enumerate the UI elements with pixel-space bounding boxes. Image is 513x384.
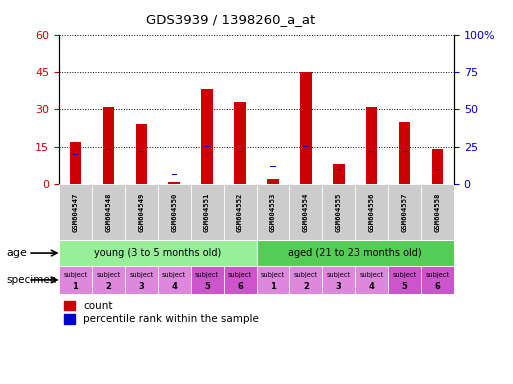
Bar (388, 184, 421, 240)
Bar (172, 174, 177, 175)
Bar (135, 124, 147, 184)
Bar (70, 142, 81, 184)
Text: 3: 3 (336, 282, 342, 291)
Bar (289, 184, 322, 240)
Text: GSM604554: GSM604554 (303, 192, 309, 232)
Bar (435, 169, 440, 170)
Text: GSM604552: GSM604552 (237, 192, 243, 232)
Text: 4: 4 (171, 282, 177, 291)
Text: 2: 2 (303, 282, 309, 291)
Bar (125, 266, 158, 294)
Bar (388, 266, 421, 294)
Bar (158, 266, 191, 294)
Text: GSM604555: GSM604555 (336, 192, 342, 232)
Text: GSM604547: GSM604547 (72, 192, 78, 232)
Text: subject: subject (129, 272, 153, 278)
Bar (270, 166, 275, 167)
Bar (421, 266, 454, 294)
Bar (300, 72, 311, 184)
Bar (205, 146, 210, 147)
Bar (267, 179, 279, 184)
Text: aged (21 to 23 months old): aged (21 to 23 months old) (288, 248, 422, 258)
Text: 1: 1 (72, 282, 78, 291)
Bar (289, 266, 322, 294)
Text: 1: 1 (270, 282, 276, 291)
Text: 3: 3 (139, 282, 144, 291)
Bar (234, 102, 246, 184)
Bar (336, 169, 341, 170)
Text: GSM604556: GSM604556 (369, 192, 374, 232)
Legend: count, percentile rank within the sample: count, percentile rank within the sample (64, 301, 259, 324)
Bar (224, 266, 256, 294)
Bar (139, 151, 144, 152)
Text: subject: subject (327, 272, 351, 278)
Text: 4: 4 (369, 282, 374, 291)
Bar (333, 164, 345, 184)
Bar (402, 151, 407, 152)
Text: GDS3939 / 1398260_a_at: GDS3939 / 1398260_a_at (146, 13, 315, 26)
Text: GSM604553: GSM604553 (270, 192, 276, 232)
Text: GSM604550: GSM604550 (171, 192, 177, 232)
Text: subject: subject (195, 272, 219, 278)
Bar (322, 184, 355, 240)
Text: subject: subject (162, 272, 186, 278)
Text: young (3 to 5 months old): young (3 to 5 months old) (94, 248, 222, 258)
Bar (158, 184, 191, 240)
Text: GSM604551: GSM604551 (204, 192, 210, 232)
Text: 5: 5 (402, 282, 407, 291)
Bar (238, 151, 243, 152)
Bar (191, 184, 224, 240)
Text: subject: subject (360, 272, 384, 278)
Text: age: age (6, 248, 27, 258)
Text: 6: 6 (237, 282, 243, 291)
Bar (322, 266, 355, 294)
Bar (303, 146, 308, 147)
Bar (125, 184, 158, 240)
Bar (399, 122, 410, 184)
Bar (369, 151, 374, 152)
Text: GSM604548: GSM604548 (105, 192, 111, 232)
Text: 6: 6 (435, 282, 441, 291)
Text: GSM604557: GSM604557 (402, 192, 408, 232)
Text: subject: subject (228, 272, 252, 278)
Bar (73, 154, 78, 155)
Text: GSM604549: GSM604549 (139, 192, 144, 232)
Text: 2: 2 (106, 282, 111, 291)
Bar (224, 184, 256, 240)
Bar (421, 184, 454, 240)
Bar (59, 240, 256, 266)
Bar (168, 182, 180, 184)
Bar (106, 149, 111, 150)
Bar (92, 266, 125, 294)
Text: specimen: specimen (6, 275, 56, 285)
Text: subject: subject (64, 272, 88, 278)
Bar (355, 266, 388, 294)
Bar (432, 149, 443, 184)
Bar (256, 240, 454, 266)
Bar (202, 89, 213, 184)
Bar (355, 184, 388, 240)
Text: subject: subject (261, 272, 285, 278)
Bar (256, 184, 289, 240)
Bar (366, 107, 378, 184)
Text: subject: subject (294, 272, 318, 278)
Bar (191, 266, 224, 294)
Text: subject: subject (425, 272, 449, 278)
Bar (92, 184, 125, 240)
Bar (59, 184, 92, 240)
Bar (256, 266, 289, 294)
Text: 5: 5 (204, 282, 210, 291)
Text: subject: subject (96, 272, 121, 278)
Bar (59, 266, 92, 294)
Text: subject: subject (392, 272, 417, 278)
Bar (103, 107, 114, 184)
Text: GSM604558: GSM604558 (435, 192, 441, 232)
